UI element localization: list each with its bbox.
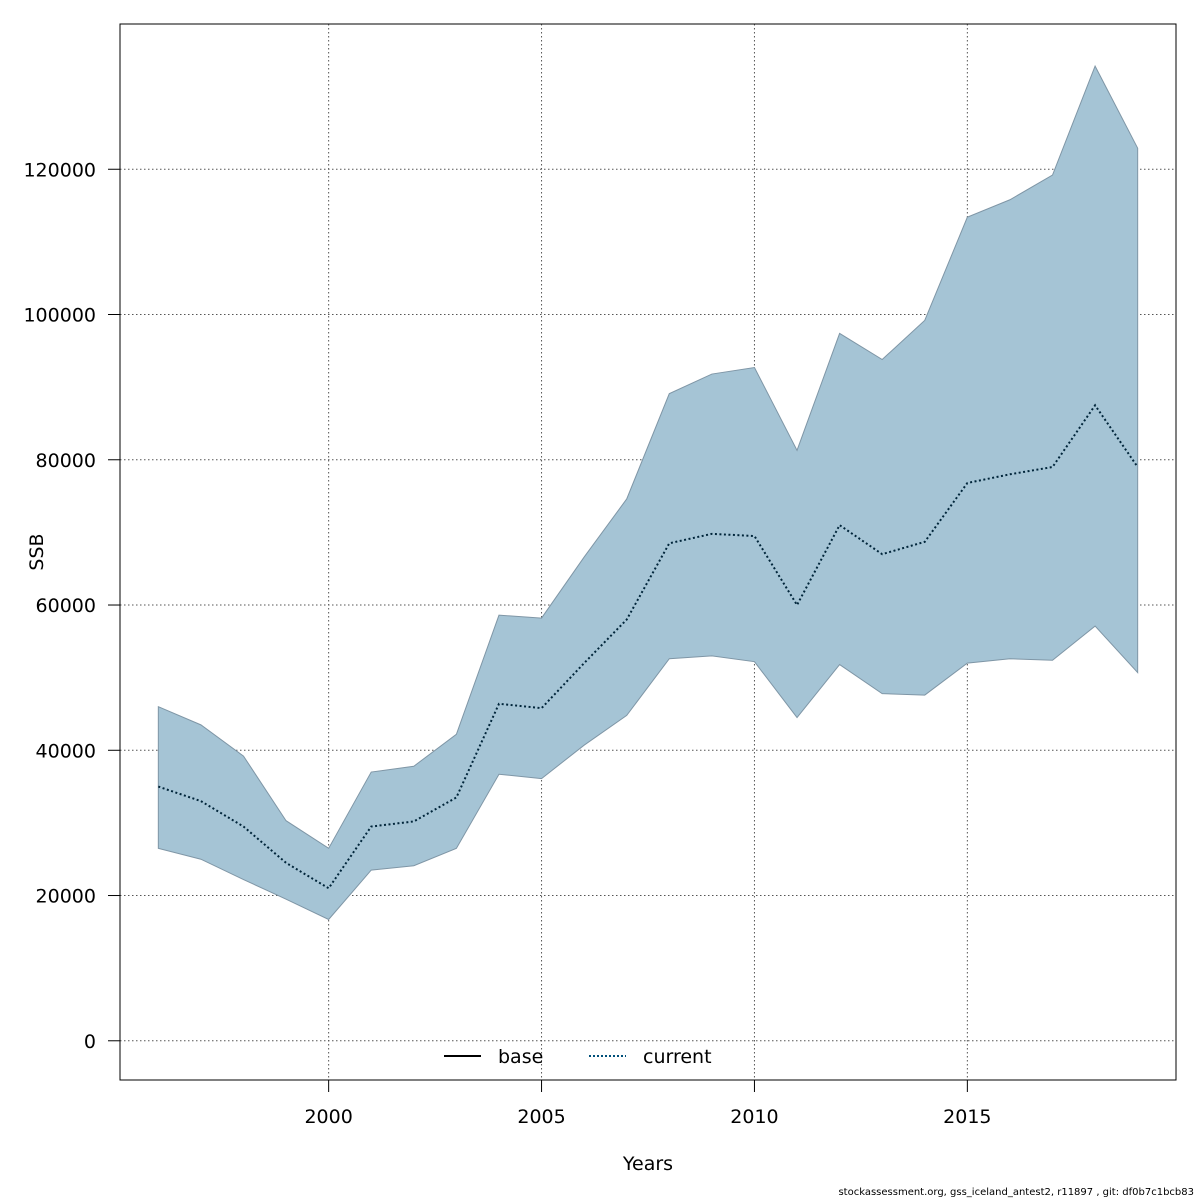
y-axis: 0 20000 40000 60000 80000 100000 120000 [23, 159, 120, 1053]
x-axis-title: Years [622, 1153, 673, 1175]
legend-label-current: current [643, 1046, 712, 1068]
y-tick-label: 120000 [23, 159, 96, 181]
x-tick-label: 2000 [304, 1106, 352, 1128]
x-tick-label: 2005 [517, 1106, 565, 1128]
confidence-band [157, 64, 1139, 921]
y-axis-title: SSB [26, 533, 48, 570]
y-tick-label: 40000 [36, 740, 96, 762]
plot-frame [119, 23, 1177, 1081]
x-tick-label: 2015 [943, 1106, 991, 1128]
footer-note: stockassessment.org, gss_iceland_antest2… [838, 1187, 1194, 1198]
legend: base current [444, 1046, 712, 1068]
y-tick-label: 20000 [36, 886, 96, 908]
y-tick-label: 60000 [36, 595, 96, 617]
y-tick-label: 80000 [36, 450, 96, 472]
x-tick-label: 2010 [730, 1106, 778, 1128]
x-axis: 2000 2005 2010 2015 [304, 1080, 992, 1128]
confidence-band-area [157, 64, 1139, 921]
y-tick-label: 100000 [23, 305, 96, 327]
legend-label-base: base [498, 1046, 543, 1068]
y-tick-label: 0 [84, 1031, 96, 1053]
